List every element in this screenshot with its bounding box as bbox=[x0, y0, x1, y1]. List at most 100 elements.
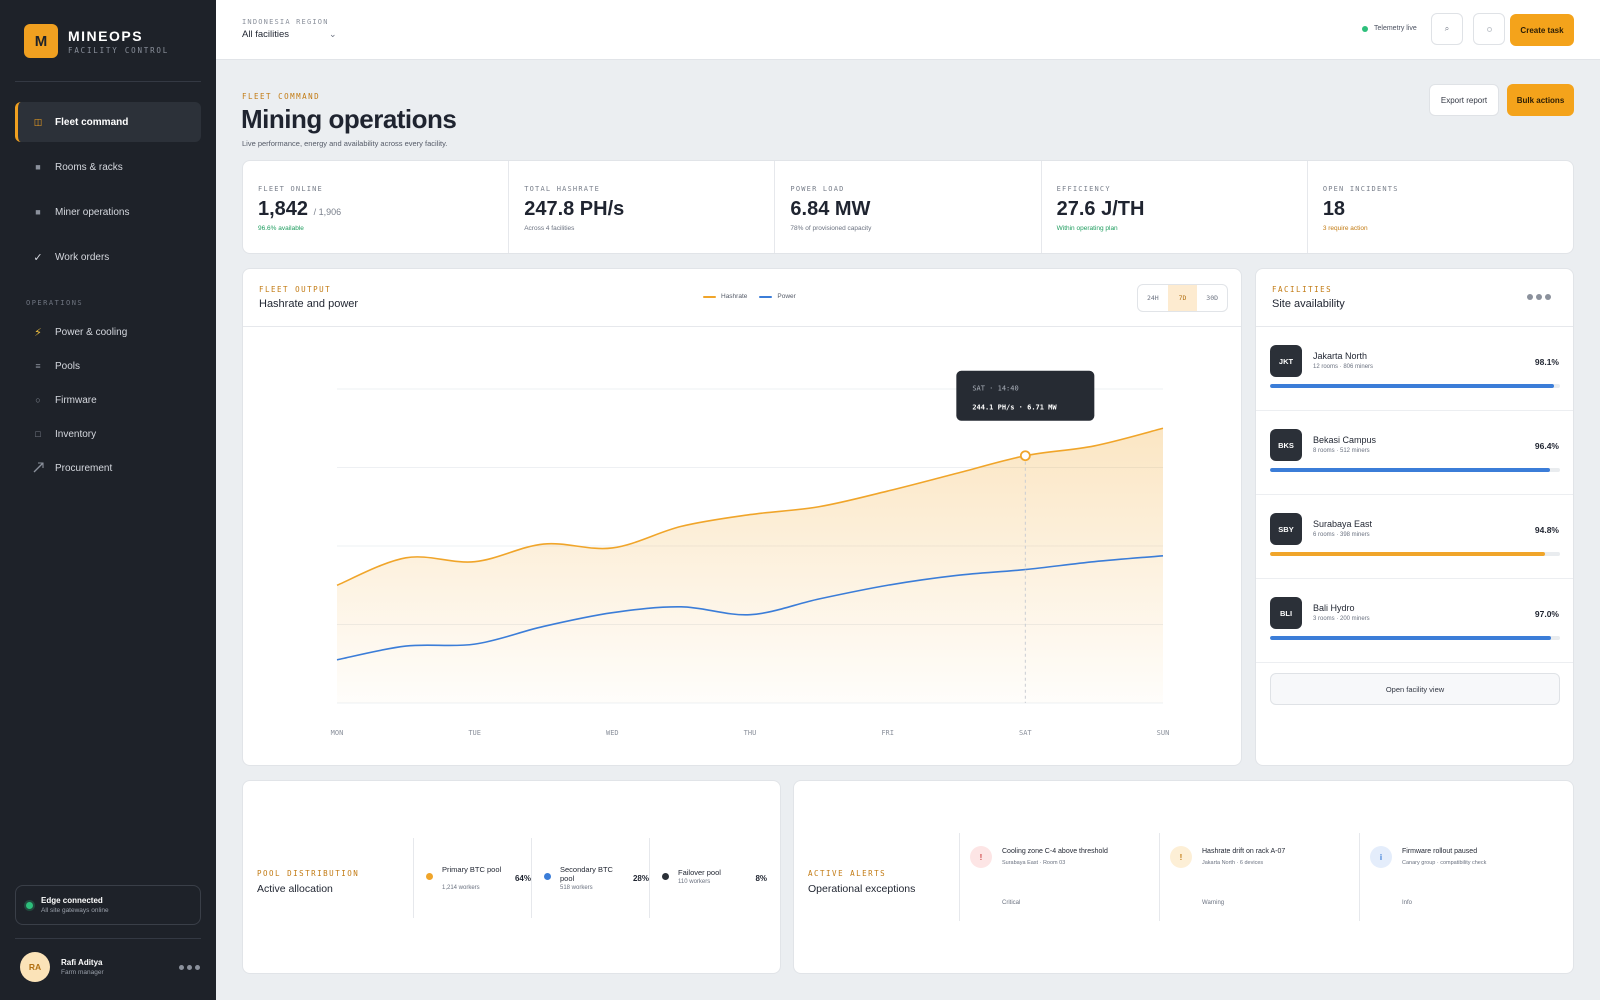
alert-item[interactable]: i Firmware rollout paused Canary group ·… bbox=[1359, 833, 1559, 921]
user-menu-icon[interactable] bbox=[179, 964, 200, 970]
fleet-output-panel: FLEET OUTPUT Hashrate and power Hashrate… bbox=[242, 268, 1242, 766]
region-selector[interactable]: INDONESIA REGION All facilities ⌄ bbox=[242, 18, 337, 40]
facility-meta: 8 rooms · 512 miners bbox=[1313, 448, 1370, 454]
panel-title: Active allocation bbox=[257, 883, 333, 895]
pool-color-dot bbox=[544, 873, 551, 880]
legend-label: Hashrate bbox=[721, 293, 748, 300]
nav-fleet-command[interactable]: ◫ Fleet command bbox=[15, 102, 201, 142]
sidebar-divider bbox=[15, 81, 201, 82]
pool-distribution-panel: POOL DISTRIBUTION Active allocation Prim… bbox=[242, 780, 781, 974]
hashrate-power-chart[interactable]: SAT · 14:40 244.1 PH/s · 6.71 MW MON TUE WED… bbox=[243, 327, 1241, 765]
x-tick-label: SUN bbox=[1157, 729, 1170, 737]
bolt-icon: ⚡ bbox=[34, 326, 42, 339]
kpi-power-load: POWER LOAD 6.84 MW 78% of provisioned ca… bbox=[775, 161, 1042, 253]
search-icon: ⌕ bbox=[1444, 24, 1450, 33]
facility-availability: 94.8% bbox=[1534, 525, 1559, 535]
pool-name: Secondary BTC pool bbox=[560, 865, 613, 883]
export-report-button[interactable]: Export report bbox=[1429, 84, 1499, 116]
active-alerts-panel: ACTIVE ALERTS Operational exceptions ! C… bbox=[793, 780, 1574, 974]
status-dot-icon bbox=[1362, 25, 1368, 32]
edge-title: Edge connected bbox=[41, 896, 103, 905]
x-tick-label: WED bbox=[606, 729, 619, 737]
power-series-line bbox=[336, 555, 1164, 661]
brand[interactable]: M MINEOPS FACILITY CONTROL bbox=[24, 24, 169, 58]
trend-icon-glyph bbox=[33, 461, 44, 472]
nav-miner-operations[interactable]: ■ Miner operations bbox=[15, 192, 201, 232]
nav-work-orders[interactable]: ✓ Work orders bbox=[15, 237, 201, 277]
facility-meta: 12 rooms · 806 miners bbox=[1313, 364, 1374, 370]
facility-code: SBY bbox=[1270, 513, 1302, 545]
facility-row[interactable]: BLI Bali Hydro 3 rooms · 200 miners 97.0… bbox=[1256, 579, 1573, 663]
pool-share: 64% bbox=[514, 874, 531, 883]
legend-swatch-hashrate bbox=[703, 295, 716, 298]
pool-item[interactable]: Primary BTC pool 1,214 workers 64% bbox=[413, 838, 531, 918]
pool-workers: 110 workers bbox=[678, 879, 711, 885]
nav-firmware[interactable]: ○ Firmware bbox=[15, 380, 201, 420]
panel-eyebrow: FLEET OUTPUT bbox=[259, 285, 332, 294]
page-subtitle: Live performance, energy and availabilit… bbox=[242, 139, 448, 148]
x-tick-label: TUE bbox=[468, 729, 481, 737]
search-button[interactable]: ⌕ bbox=[1431, 13, 1463, 45]
availability-bar bbox=[1270, 384, 1560, 388]
legend-label: Power bbox=[777, 293, 796, 300]
circle-icon: ○ bbox=[35, 395, 41, 405]
info-icon: i bbox=[1370, 846, 1392, 868]
status-dot-icon bbox=[26, 901, 33, 909]
alert-item[interactable]: ! Hashrate drift on rack A-07 Jakarta No… bbox=[1159, 833, 1359, 921]
square-icon: ■ bbox=[35, 162, 41, 172]
highlight-point bbox=[1019, 450, 1031, 462]
nav-label: Procurement bbox=[55, 462, 113, 474]
nav-rooms-racks[interactable]: ■ Rooms & racks bbox=[15, 147, 201, 187]
facility-code: BLI bbox=[1270, 597, 1302, 629]
nav-label: Work orders bbox=[55, 251, 110, 263]
time-range-toggle: 24H 7D 30D bbox=[1137, 284, 1228, 312]
pool-item[interactable]: Secondary BTC pool 518 workers 28% bbox=[531, 838, 649, 918]
nav-pools[interactable]: ≡ Pools bbox=[15, 346, 201, 386]
pool-icon: ≡ bbox=[35, 361, 41, 371]
nav-label: Pools bbox=[55, 360, 81, 372]
open-facility-view-button[interactable]: Open facility view bbox=[1270, 673, 1560, 705]
range-7d[interactable]: 7D bbox=[1167, 285, 1198, 311]
facilities-panel: FACILITIES Site availability JKT Jakarta… bbox=[1255, 268, 1574, 766]
bulk-actions-button[interactable]: Bulk actions bbox=[1507, 84, 1574, 116]
kpi-note: 96.6% available bbox=[258, 225, 304, 232]
kpi-value: 1,842 bbox=[258, 198, 309, 220]
nav-inventory[interactable]: □ Inventory bbox=[15, 414, 201, 454]
region-value: All facilities bbox=[242, 29, 289, 40]
kpi-note: 3 require action bbox=[1322, 225, 1368, 232]
facility-name: Jakarta North bbox=[1313, 351, 1368, 361]
alert-item[interactable]: ! Cooling zone C-4 above threshold Surab… bbox=[959, 833, 1159, 921]
edge-subtitle: All site gateways online bbox=[41, 907, 109, 914]
kpi-open-incidents: OPEN INCIDENTS 18 3 require action bbox=[1308, 161, 1573, 253]
kpi-label: TOTAL HASHRATE bbox=[524, 185, 601, 193]
kpi-fleet-online: FLEET ONLINE 1,842 / 1,906 96.6% availab… bbox=[243, 161, 510, 253]
kpi-note: 78% of provisioned capacity bbox=[790, 225, 872, 232]
warning-icon: ! bbox=[1170, 846, 1192, 868]
alert-severity: Warning bbox=[1202, 900, 1225, 906]
pool-item[interactable]: Failover pool 110 workers 8% bbox=[649, 838, 767, 918]
notifications-button[interactable] bbox=[1473, 13, 1505, 45]
facility-name: Bali Hydro bbox=[1313, 603, 1355, 613]
nav-procurement[interactable]: Procurement bbox=[15, 448, 201, 488]
pool-workers: 1,214 workers bbox=[442, 885, 480, 891]
range-24h[interactable]: 24H bbox=[1146, 294, 1159, 302]
facility-row[interactable]: JKT Jakarta North 12 rooms · 806 miners … bbox=[1256, 327, 1573, 411]
user-profile[interactable]: RA Rafi Aditya Farm manager bbox=[20, 952, 200, 982]
availability-fill bbox=[1270, 636, 1552, 640]
more-icon[interactable] bbox=[1527, 294, 1551, 300]
topbar: INDONESIA REGION All facilities ⌄ Teleme… bbox=[216, 0, 1600, 60]
panel-title: Site availability bbox=[1272, 298, 1345, 310]
sidebar: M MINEOPS FACILITY CONTROL ◫ Fleet comma… bbox=[0, 0, 216, 1000]
create-task-button[interactable]: Create task bbox=[1510, 14, 1574, 46]
region-label: INDONESIA REGION bbox=[242, 18, 329, 26]
range-30d[interactable]: 30D bbox=[1206, 294, 1219, 302]
facility-row[interactable]: SBY Surabaya East 6 rooms · 398 miners 9… bbox=[1256, 495, 1573, 579]
nav-power-cooling[interactable]: ⚡ Power & cooling bbox=[15, 312, 201, 352]
availability-fill bbox=[1270, 384, 1555, 388]
kpi-note: Across 4 facilities bbox=[524, 225, 575, 232]
facility-row[interactable]: BKS Bekasi Campus 8 rooms · 512 miners 9… bbox=[1256, 411, 1573, 495]
alert-meta: Canary group · compatibility check bbox=[1402, 860, 1487, 866]
facility-name: Surabaya East bbox=[1313, 519, 1373, 529]
edge-status[interactable]: Edge connected All site gateways online bbox=[15, 885, 201, 925]
pool-color-dot bbox=[662, 873, 669, 880]
